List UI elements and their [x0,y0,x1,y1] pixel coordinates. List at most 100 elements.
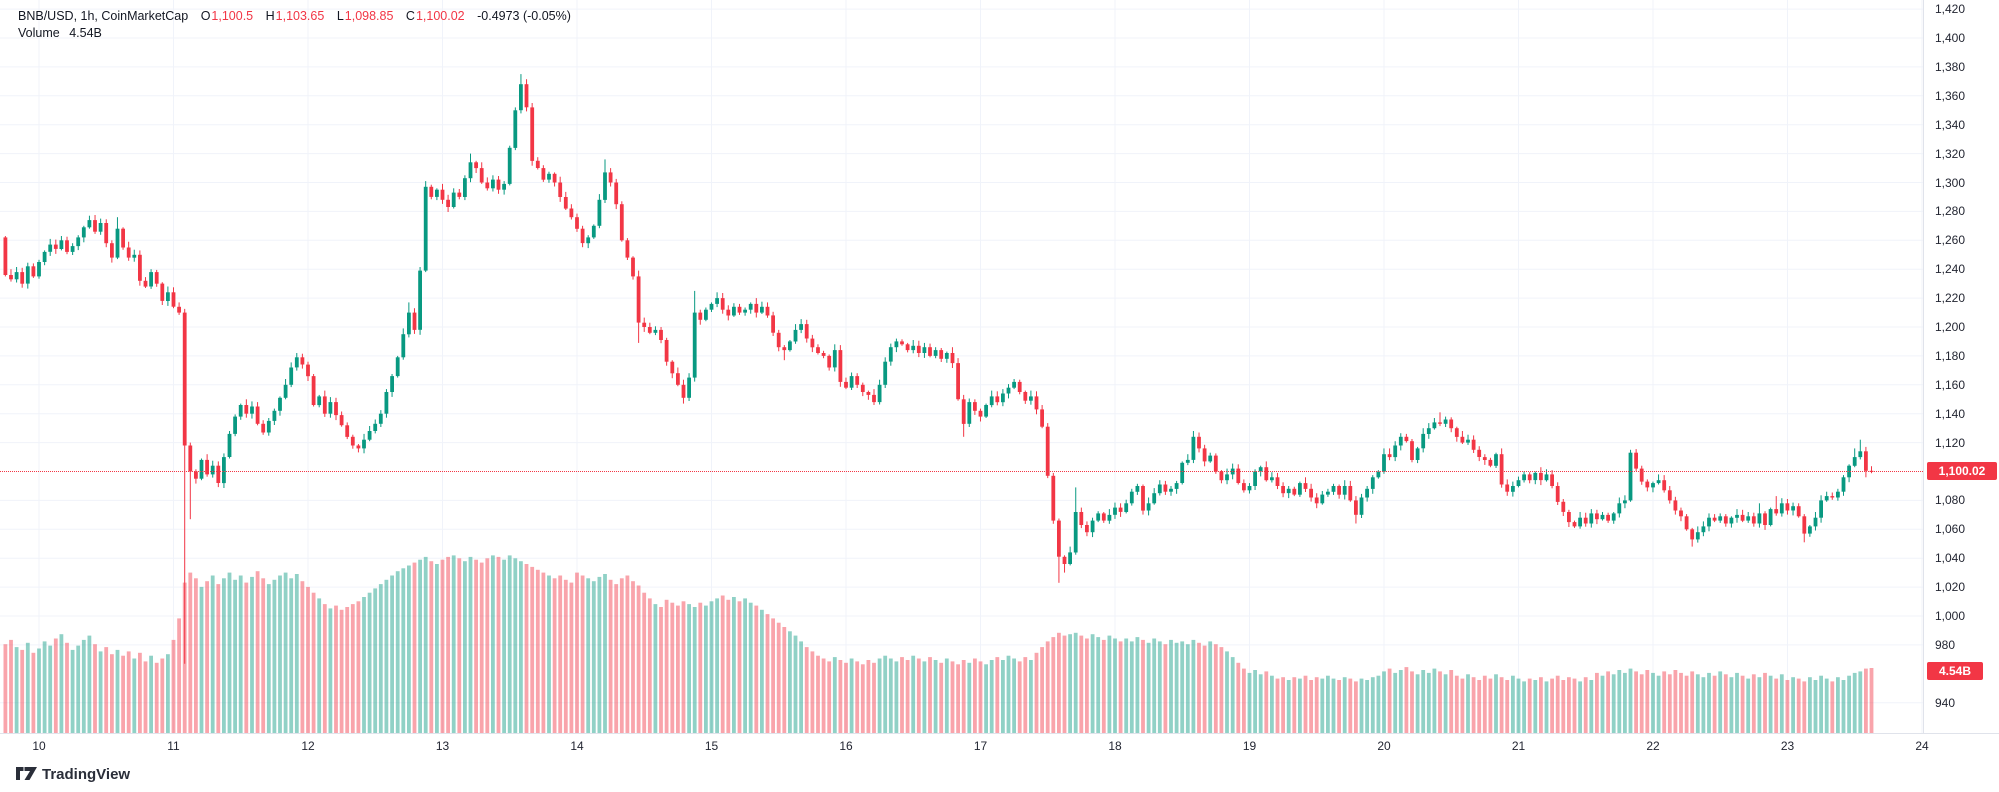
candle-body [900,341,904,345]
volume-bar [356,601,361,733]
candle-body [1163,484,1168,492]
volume-bar [1813,680,1818,733]
volume-bar [1499,677,1504,733]
volume-bar [1763,672,1767,733]
candle-body [692,312,697,378]
candle-body [1746,516,1751,521]
candle-body [199,459,204,479]
candle-body [1051,475,1056,521]
volume-bar [1045,641,1050,733]
volume-bar [48,645,53,733]
candle-body [1864,451,1868,471]
volume-bar [580,575,585,733]
time-axis[interactable]: 10 11 12 13 14 15 16 17 18 19 20 21 22 23 24 [0,733,1999,759]
candle-body [844,381,848,388]
candle-body [1253,471,1257,486]
price-tick-label: 1,260 [1935,233,1966,248]
legend-symbol-row[interactable]: BNB/USD, 1h, CoinMarketCap O1,100.5 H1,1… [18,8,571,25]
volume-bar [737,601,742,733]
candlestick-chart[interactable] [0,0,1923,733]
candle-body [558,182,563,197]
candle-body [535,160,540,168]
volume-bar [1354,681,1358,733]
candle-body [760,306,764,313]
volume-bar [20,649,25,733]
open-label: O [200,9,211,23]
chart-legend[interactable]: BNB/USD, 1h, CoinMarketCap O1,100.5 H1,1… [18,8,571,42]
candle-body [1298,483,1302,495]
volume-bar [575,572,579,733]
candle-body [1213,455,1218,472]
candle-body [278,397,282,411]
volume-bar [855,661,860,733]
candle-body [1667,490,1672,501]
candle-body [524,84,529,108]
candle-body [1101,513,1106,521]
legend-volume-row[interactable]: Volume 4.54B [18,25,571,42]
price-tick-label: 1,200 [1935,320,1966,334]
volume-bar [1124,638,1129,733]
candle-body [1152,493,1157,504]
volume-bar [1757,677,1762,733]
volume-bar [1679,672,1683,733]
candle-body [872,394,876,403]
volume-bar [816,655,820,733]
volume-bar [519,561,523,733]
volume-bar [463,561,467,733]
candle-body [407,312,411,335]
volume-bar [1169,639,1173,733]
volume-bar [1387,668,1392,733]
volume-bar [261,578,266,733]
volume-bar [418,559,422,733]
candle-body [20,272,25,284]
candle-body [1426,428,1431,434]
candle-body [1813,517,1818,527]
volume-bar [1824,678,1829,733]
volume-bar [872,662,876,733]
volume-bar [967,662,972,733]
volume-bar [1236,662,1241,733]
symbol-title[interactable]: BNB/USD, 1h, CoinMarketCap [18,9,189,23]
volume-bar [1482,675,1487,733]
volume-bar [1264,671,1269,733]
candle-body [132,254,137,258]
candle-body [1337,486,1341,495]
candle-body [317,396,322,406]
volume-bar [1583,677,1588,733]
candle-body [883,361,888,385]
candle-body [244,405,249,414]
volume-bar [1791,677,1795,733]
price-axis[interactable]: 1,100.02 4.54B 1,420 1,400 1,380 1,360 1,340… [1923,0,1999,757]
candle-body [1438,422,1442,424]
volume-bar [569,582,574,733]
volume-bar [619,578,624,733]
candle-body [1359,497,1364,515]
candle-body [625,240,630,258]
volume-bar [507,555,512,733]
candle-body [1118,507,1123,512]
chart-plot-area[interactable] [0,0,1923,733]
volume-bar [1690,671,1695,733]
candle-body [698,312,703,320]
candle-body [1539,472,1543,481]
volume-bar [3,644,8,733]
candle-body [1550,474,1554,486]
volume-bar [154,662,159,733]
candle-body [1600,514,1605,520]
candle-body [194,471,198,479]
volume-bar [771,618,775,733]
volume-bar [1533,680,1538,733]
candle-body [1740,514,1745,521]
candle-body [37,262,41,277]
tradingview-logo[interactable]: TradingView [16,765,130,784]
volume-bar [563,579,568,733]
candle-body [1623,500,1627,504]
price-tick-label: 1,080 [1935,493,1966,508]
candle-body [216,465,221,483]
volume-bar [1667,674,1672,733]
volume-bar [110,654,114,733]
candle-body [1499,454,1504,485]
volume-bar [1544,681,1549,733]
volume-bar [765,614,770,733]
candle-body [1858,451,1863,458]
